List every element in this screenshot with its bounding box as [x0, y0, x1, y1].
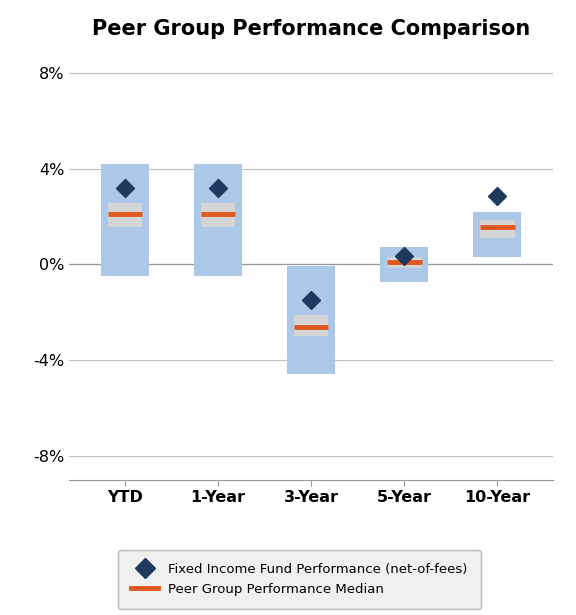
Title: Peer Group Performance Comparison: Peer Group Performance Comparison	[92, 19, 530, 39]
Bar	[473, 212, 521, 257]
Bar	[108, 204, 142, 228]
Bar	[200, 204, 236, 228]
Bar	[386, 257, 422, 268]
Bar	[480, 220, 514, 238]
Bar	[194, 164, 242, 276]
Bar	[294, 315, 328, 336]
Bar	[287, 266, 335, 375]
Legend: Fixed Income Fund Performance (net-of-fees), Peer Group Performance Median: Fixed Income Fund Performance (net-of-fe…	[118, 550, 481, 609]
Bar	[101, 164, 149, 276]
Bar	[380, 247, 429, 282]
